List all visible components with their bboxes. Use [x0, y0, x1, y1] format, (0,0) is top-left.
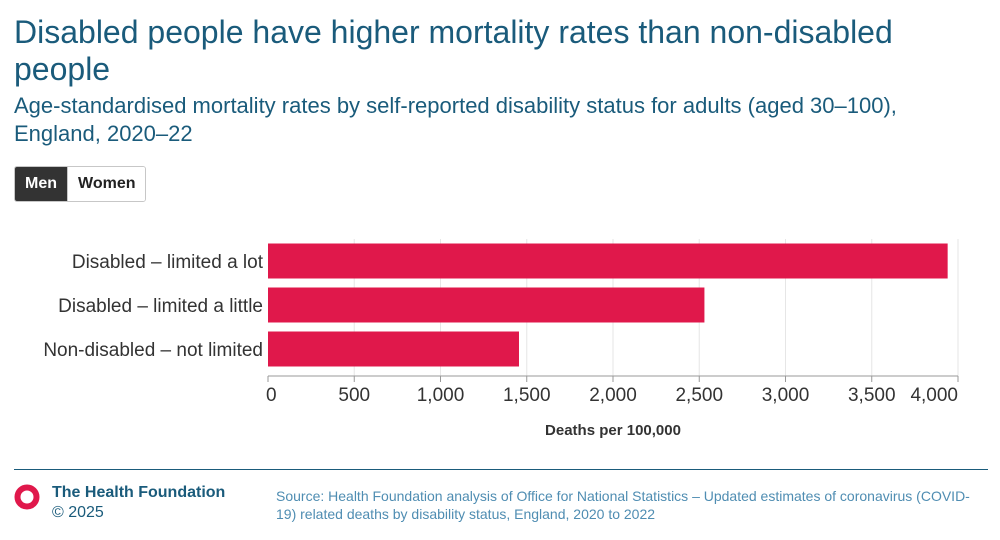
organisation-name: The Health Foundation	[52, 484, 226, 501]
x-tick-label: 500	[338, 385, 370, 406]
bar-2	[268, 287, 705, 323]
women-toggle-button[interactable]: Women	[67, 167, 146, 201]
bar-1	[268, 243, 948, 279]
x-tick-label: 3,000	[762, 385, 810, 406]
copyright-text: © 2025	[52, 504, 104, 521]
x-tick-label: 3,500	[848, 385, 896, 406]
x-tick-label: 2,000	[589, 385, 637, 406]
x-tick-label: 0	[266, 385, 277, 406]
x-tick-label: 4,000	[910, 385, 958, 406]
source-note: Source: Health Foundation analysis of Of…	[276, 488, 970, 522]
category-label: Disabled – limited a lot	[72, 252, 264, 273]
category-label: Non-disabled – not limited	[43, 340, 263, 361]
sex-toggle: Men Women	[14, 166, 147, 202]
category-label: Disabled – limited a little	[58, 296, 263, 317]
x-tick-label: 1,500	[503, 385, 551, 406]
x-tick-label: 1,000	[417, 385, 465, 406]
x-tick-label: 2,500	[675, 385, 723, 406]
bar-chart: Disabled – limited a lot Disabled – limit…	[43, 239, 959, 439]
x-axis-title: Deaths per 100,000	[545, 422, 681, 439]
chart-subtitle: Age-standardised mortality rates by self…	[14, 93, 897, 146]
health-foundation-logo-icon	[14, 484, 40, 510]
footer-divider	[14, 469, 988, 470]
bar-3	[268, 331, 519, 367]
men-toggle-button[interactable]: Men	[15, 167, 67, 201]
chart-title: Disabled people have higher mortality ra…	[14, 14, 893, 87]
